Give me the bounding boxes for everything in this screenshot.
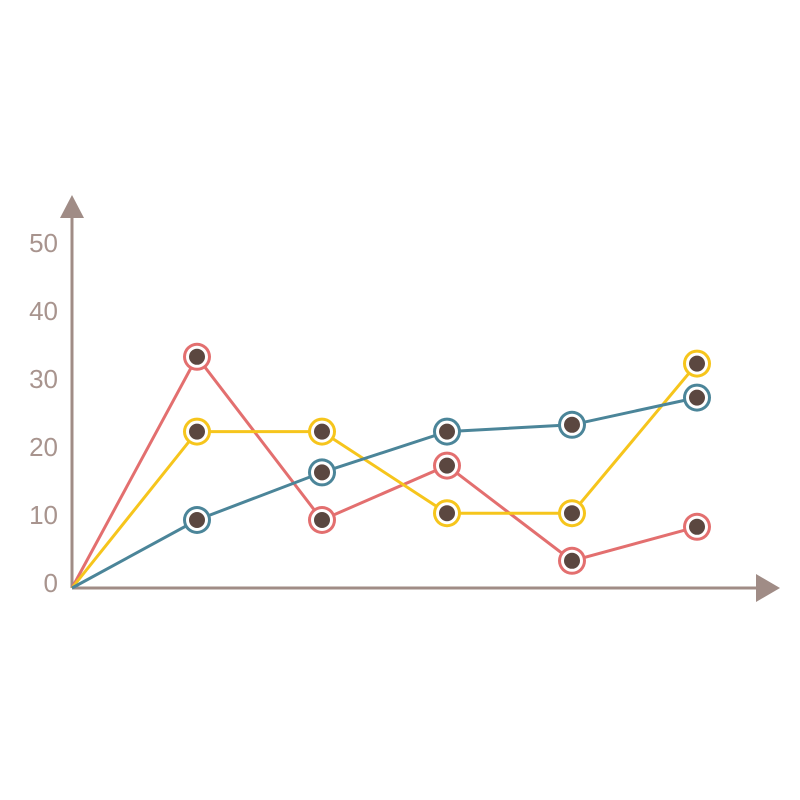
marker: [183, 506, 211, 534]
marker: [558, 499, 586, 528]
marker-center: [564, 505, 580, 522]
marker-center: [189, 512, 205, 528]
series-line: [70, 362, 699, 589]
marker: [183, 342, 211, 371]
marker-center: [314, 423, 330, 440]
y-tick-label: 20: [29, 432, 58, 462]
marker: [558, 546, 586, 575]
marker-center: [689, 389, 705, 406]
x-axis-arrow: [756, 574, 780, 602]
marker-center: [564, 416, 580, 433]
y-tick-label: 30: [29, 364, 58, 394]
marker-center: [314, 512, 330, 528]
marker-center: [439, 505, 455, 522]
marker-center: [564, 552, 580, 569]
marker-center: [439, 423, 455, 440]
marker-center: [314, 464, 330, 481]
marker: [308, 506, 336, 534]
marker: [183, 417, 211, 446]
marker: [433, 417, 461, 446]
y-tick-label: 50: [29, 228, 58, 258]
marker: [308, 417, 336, 446]
marker-center: [439, 457, 455, 474]
marker: [683, 349, 711, 378]
y-tick-label: 40: [29, 296, 58, 326]
marker: [683, 383, 711, 412]
marker: [433, 499, 461, 528]
marker: [558, 410, 586, 439]
marker: [308, 458, 336, 487]
series-line: [70, 354, 698, 589]
marker: [433, 451, 461, 480]
marker: [683, 512, 711, 541]
marker-center: [189, 423, 205, 440]
series-line: [71, 396, 698, 590]
marker-center: [689, 518, 705, 535]
y-tick-label: 10: [29, 500, 58, 530]
marker-center: [189, 348, 205, 365]
marker-center: [689, 355, 705, 372]
y-axis-arrow: [60, 195, 84, 218]
y-tick-label: 0: [44, 568, 58, 598]
